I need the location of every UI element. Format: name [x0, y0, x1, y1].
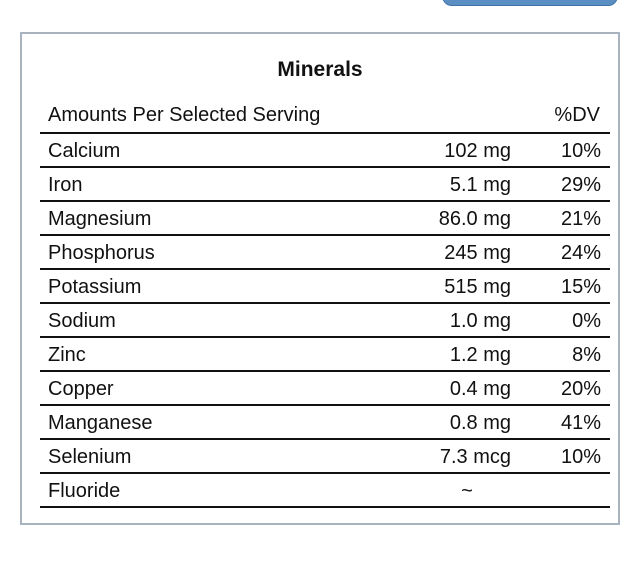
mineral-amount: ~ [461, 480, 473, 502]
header-serving-label: Amounts Per Selected Serving [48, 104, 321, 126]
mineral-name: Fluoride [48, 480, 121, 502]
mineral-dv: 29% [560, 174, 601, 196]
mineral-name: Sodium [48, 310, 116, 332]
mineral-dv: 41% [560, 412, 601, 434]
table-row: Fluoride ~ [40, 474, 610, 508]
mineral-amount: 7.3 mcg [439, 446, 511, 468]
table-row: Phosphorus 245 mg 24% [40, 236, 610, 270]
mineral-dv: 20% [560, 378, 601, 400]
table-row: Iron 5.1 mg 29% [40, 168, 610, 202]
minerals-panel: Minerals Amounts Per Selected Serving %D… [20, 32, 620, 525]
mineral-name: Zinc [48, 344, 86, 366]
table-row: Magnesium 86.0 mg 21% [40, 202, 610, 236]
mineral-dv: 10% [560, 140, 601, 162]
mineral-name: Copper [48, 378, 114, 400]
table-row: Selenium 7.3 mcg 10% [40, 440, 610, 474]
mineral-dv: 0% [572, 310, 601, 332]
minerals-table: Calcium 102 mg 10% Iron 5.1 mg 29% Magne… [40, 134, 610, 508]
mineral-amount: 0.8 mg [449, 412, 511, 434]
mineral-amount: 86.0 mg [438, 208, 511, 230]
panel-title: Minerals [277, 58, 363, 81]
mineral-amount: 1.2 mg [449, 344, 511, 366]
mineral-amount: 0.4 mg [449, 378, 511, 400]
table-row: Copper 0.4 mg 20% [40, 372, 610, 406]
table-row: Calcium 102 mg 10% [40, 134, 610, 168]
table-row: Manganese 0.8 mg 41% [40, 406, 610, 440]
mineral-amount: 5.1 mg [449, 174, 511, 196]
mineral-name: Phosphorus [48, 242, 155, 264]
mineral-name: Calcium [48, 140, 121, 162]
mineral-name: Potassium [48, 276, 142, 298]
mineral-dv: 24% [560, 242, 601, 264]
mineral-name: Selenium [48, 446, 132, 468]
mineral-dv: 10% [560, 446, 601, 468]
mineral-amount: 515 mg [444, 276, 511, 298]
mineral-amount: 102 mg [444, 140, 511, 162]
table-header: Amounts Per Selected Serving %DV [40, 100, 610, 134]
mineral-name: Manganese [48, 412, 153, 434]
mineral-dv: 21% [560, 208, 601, 230]
table-row: Sodium 1.0 mg 0% [40, 304, 610, 338]
mineral-amount: 1.0 mg [449, 310, 511, 332]
more-details-button[interactable] [442, 0, 618, 6]
mineral-amount: 245 mg [444, 242, 511, 264]
header-dv-label: %DV [554, 104, 600, 126]
mineral-dv: 15% [560, 276, 601, 298]
table-row: Potassium 515 mg 15% [40, 270, 610, 304]
mineral-name: Iron [48, 174, 83, 196]
table-row: Zinc 1.2 mg 8% [40, 338, 610, 372]
mineral-dv: 8% [572, 344, 601, 366]
mineral-name: Magnesium [48, 208, 152, 230]
